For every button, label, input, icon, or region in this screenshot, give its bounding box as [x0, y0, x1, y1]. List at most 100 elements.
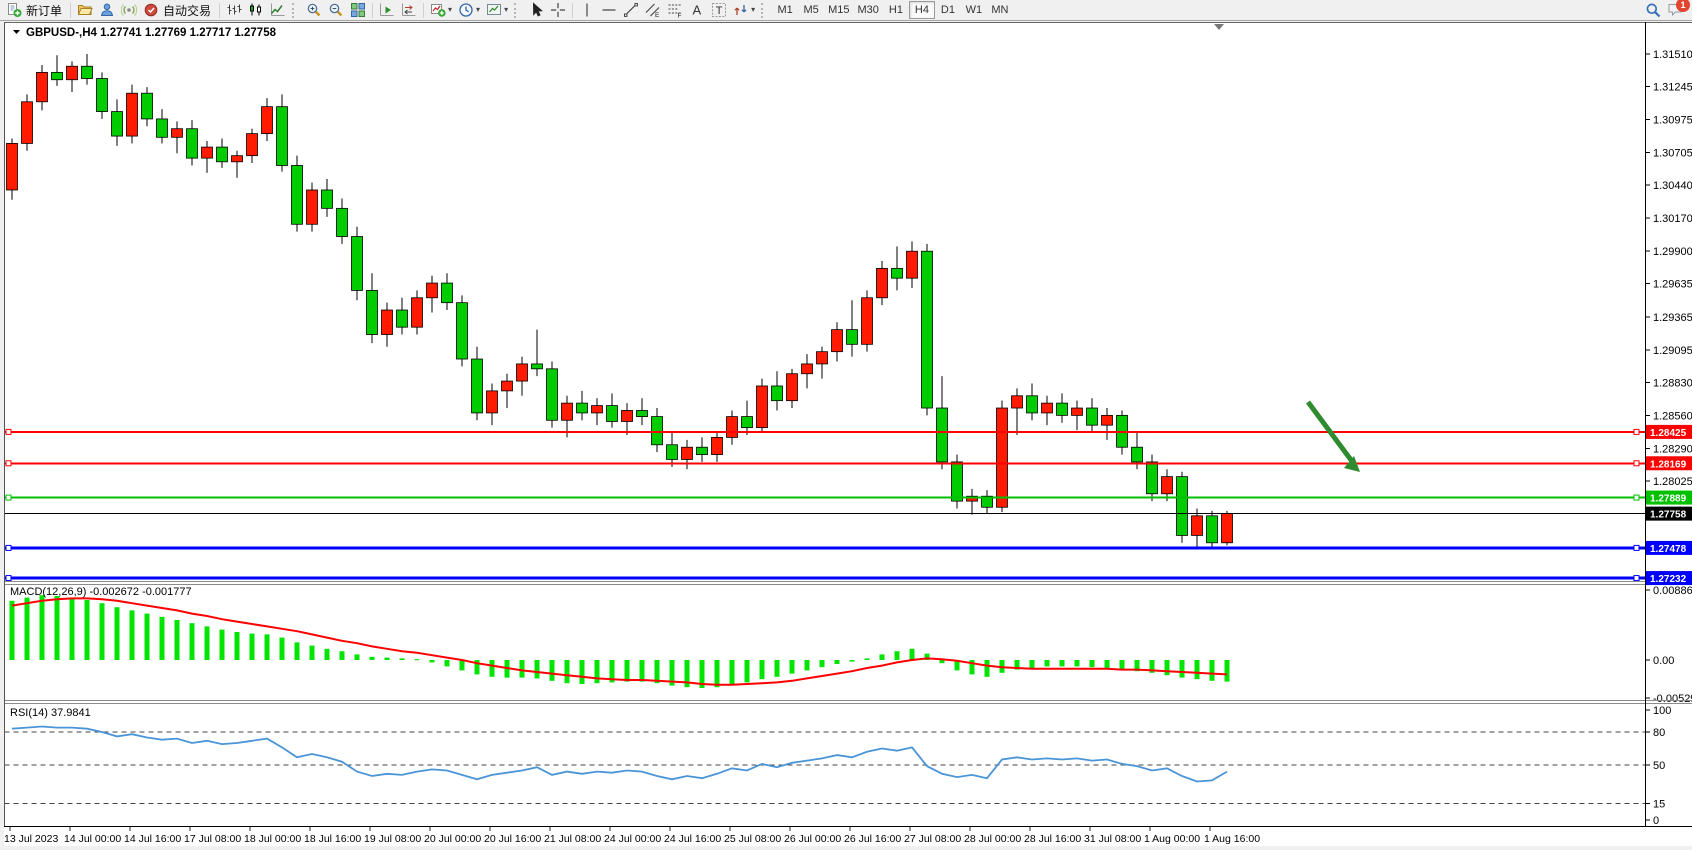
dropdown-caret-icon[interactable]: ▾: [751, 5, 756, 14]
chart-shift-marker: [1214, 24, 1224, 30]
hline-handle[interactable]: [5, 544, 12, 551]
hline-handle[interactable]: [5, 494, 12, 501]
bar-chart-button[interactable]: [223, 0, 245, 20]
svg-text:1.28169: 1.28169: [1650, 459, 1687, 470]
timeframe-h4[interactable]: H4: [908, 1, 935, 19]
candle: [171, 128, 183, 138]
candle: [891, 267, 903, 279]
auto-trading-icon: [143, 2, 159, 18]
svg-text:1.28830: 1.28830: [1653, 377, 1692, 389]
candle: [771, 385, 783, 402]
horizontal-line-objects[interactable]: [4, 428, 1646, 582]
timeframe-d1[interactable]: D1: [935, 1, 961, 19]
crosshair-button[interactable]: [547, 0, 569, 20]
timeframe-m30[interactable]: M30: [854, 1, 883, 19]
candle: [336, 207, 348, 237]
candle: [546, 368, 558, 421]
hline-handle[interactable]: [1633, 428, 1640, 435]
svg-text:0.00: 0.00: [1653, 655, 1674, 667]
candle: [741, 416, 753, 429]
candle: [486, 390, 498, 414]
svg-text:1.28560: 1.28560: [1653, 410, 1692, 422]
arrow-annotation[interactable]: [1305, 400, 1360, 472]
candle: [591, 405, 603, 414]
text-button[interactable]: A: [686, 0, 708, 20]
candle: [666, 444, 678, 460]
trendline-icon: [623, 2, 639, 18]
svg-text:RSI(14) 37.9841: RSI(14) 37.9841: [10, 707, 91, 719]
hline-handle[interactable]: [5, 460, 12, 467]
cursor-button[interactable]: [525, 0, 547, 20]
candle: [681, 446, 693, 460]
arrows-button[interactable]: ▾: [730, 0, 758, 20]
profile-button[interactable]: [74, 0, 96, 20]
candle: [951, 461, 963, 502]
line-chart-button[interactable]: [267, 0, 289, 20]
candle: [936, 407, 948, 463]
chart-shift-button[interactable]: [398, 0, 420, 20]
trendline-button[interactable]: [620, 0, 642, 20]
terminal-button[interactable]: [96, 0, 118, 20]
auto-scroll-button[interactable]: [376, 0, 398, 20]
price-axis[interactable]: 1.31510 1.31245 1.30975 1.30705 1.30440 1.301…: [1645, 49, 1692, 488]
text-label-button[interactable]: T: [708, 0, 730, 20]
hline-handle[interactable]: [1633, 575, 1640, 582]
new-order-button[interactable]: 新订单: [3, 0, 67, 20]
svg-text:1.30975: 1.30975: [1653, 115, 1692, 127]
dropdown-caret-icon[interactable]: ▾: [504, 5, 509, 14]
svg-text:1.29365: 1.29365: [1653, 312, 1692, 324]
candle: [471, 358, 483, 414]
auto-trading-button[interactable]: 自动交易: [140, 0, 216, 20]
svg-text:80: 80: [1653, 727, 1665, 739]
templates-button[interactable]: ▾: [483, 0, 511, 20]
hline-handle[interactable]: [1633, 544, 1640, 551]
hline-handle[interactable]: [5, 575, 12, 582]
tile-windows-icon: [350, 2, 366, 18]
vertical-line-button[interactable]: [576, 0, 598, 20]
candle: [621, 410, 633, 422]
svg-text:1.28290: 1.28290: [1653, 443, 1692, 455]
timeframe-m5[interactable]: M5: [798, 1, 824, 19]
channel-button[interactable]: E: [642, 0, 664, 20]
hline-handle[interactable]: [1633, 460, 1640, 467]
hline-handle[interactable]: [5, 428, 12, 435]
svg-text:1.30705: 1.30705: [1653, 148, 1692, 160]
candle: [816, 351, 828, 365]
fibonacci-icon: F: [667, 2, 683, 18]
hline-handle[interactable]: [1633, 494, 1640, 501]
svg-text:1.28425: 1.28425: [1650, 428, 1687, 439]
periods-button[interactable]: ▾: [455, 0, 483, 20]
fibonacci-button[interactable]: F: [664, 0, 686, 20]
timeframe-h1[interactable]: H1: [883, 1, 909, 19]
signals-button[interactable]: [118, 0, 140, 20]
indicators-button[interactable]: ▾: [427, 0, 455, 20]
zoom-in-button[interactable]: [303, 0, 325, 20]
price-badges: 1.28425 1.28169 1.27889 1.27758 1.27478 1.272…: [1646, 424, 1692, 586]
zoom-in-icon: [306, 2, 322, 18]
svg-text:1.29900: 1.29900: [1653, 246, 1692, 258]
timeframe-w1[interactable]: W1: [961, 1, 987, 19]
zoom-out-button[interactable]: [325, 0, 347, 20]
svg-text:1.29635: 1.29635: [1653, 279, 1692, 291]
candle: [696, 446, 708, 455]
main-toolbar: 新订单 自动交易 ▾ ▾ ▾ E F A T ▾ M1 M5 M15 M30 H1 H4 D1 W1 MN 1: [0, 0, 1692, 21]
timeframe-m15[interactable]: M15: [824, 1, 853, 19]
candle: [306, 189, 318, 225]
candle: [411, 297, 423, 328]
dropdown-caret-icon[interactable]: ▾: [448, 5, 453, 14]
tile-windows-button[interactable]: [347, 0, 369, 20]
search-button[interactable]: [1642, 0, 1664, 20]
candlestick-chart-button[interactable]: [245, 0, 267, 20]
horizontal-line-button[interactable]: [598, 0, 620, 20]
candle: [906, 250, 918, 279]
candle: [861, 297, 873, 345]
time-axis[interactable]: 13 Jul 2023 14 Jul 00:00 14 Jul 16:00 17 Ju…: [4, 827, 1260, 845]
timeframe-m1[interactable]: M1: [772, 1, 798, 19]
candle: [726, 416, 738, 438]
dropdown-caret-icon[interactable]: ▾: [476, 5, 481, 14]
symbol-dropdown-icon[interactable]: [13, 30, 20, 34]
timeframe-mn[interactable]: MN: [987, 1, 1013, 19]
candle: [531, 363, 543, 370]
zoom-out-icon: [328, 2, 344, 18]
